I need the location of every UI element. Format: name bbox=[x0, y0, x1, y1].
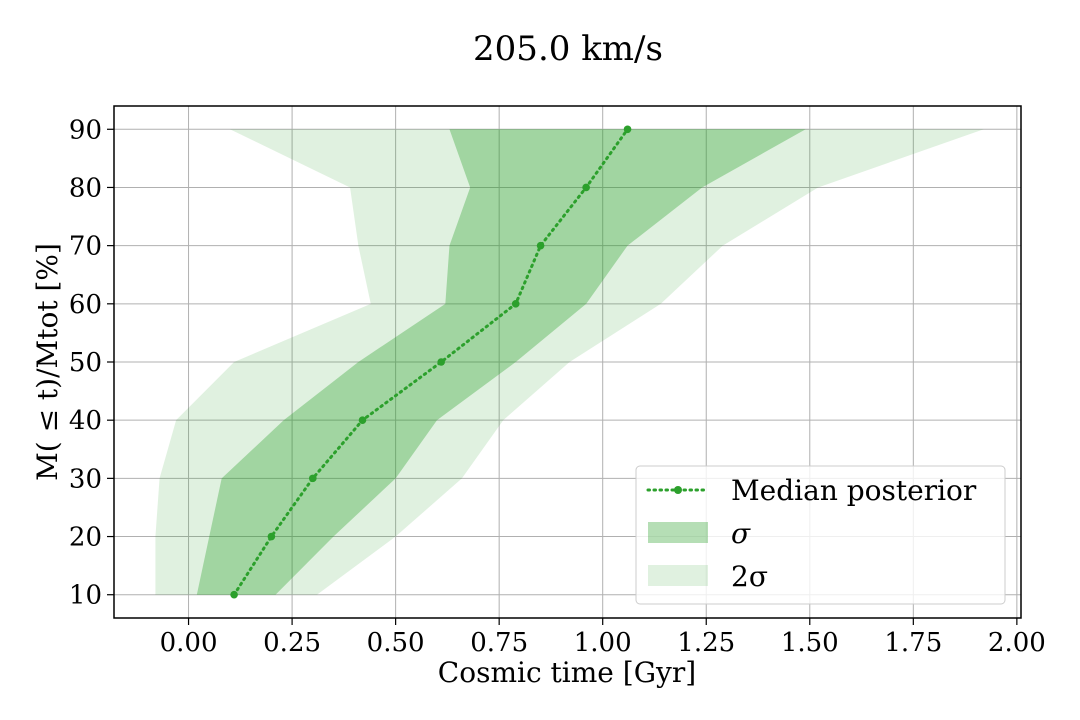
median-point-60 bbox=[511, 300, 520, 308]
y-tick-label-0: 10 bbox=[69, 581, 102, 611]
median-line bbox=[230, 125, 632, 599]
median-point-90 bbox=[623, 125, 632, 134]
median-point-40 bbox=[358, 416, 367, 424]
y-tick-label-3: 40 bbox=[69, 406, 102, 436]
x-tick-label-2: 0.50 bbox=[367, 628, 425, 658]
x-tick-label-5: 1.25 bbox=[677, 628, 735, 658]
legend-box bbox=[635, 465, 1006, 605]
band-2sigma bbox=[155, 129, 984, 595]
grid bbox=[114, 106, 1021, 618]
legend: Median posterior σ 2σ bbox=[635, 465, 1006, 605]
median-point-10 bbox=[230, 590, 238, 599]
x-tick-label-7: 1.75 bbox=[884, 628, 942, 658]
y-tick-label-1: 20 bbox=[69, 523, 102, 553]
y-axis-ticks: 10 20 30 40 50 60 70 80 90 bbox=[69, 115, 114, 611]
legend-label-median: Median posterior bbox=[731, 474, 977, 507]
y-tick-label-8: 90 bbox=[69, 115, 102, 145]
median-point-30 bbox=[308, 474, 317, 483]
legend-sigma-swatch bbox=[648, 522, 708, 543]
band-sigma bbox=[196, 129, 806, 595]
confidence-bands bbox=[155, 129, 984, 595]
median-point-50 bbox=[437, 358, 445, 366]
median-point-20 bbox=[267, 532, 276, 541]
x-tick-label-6: 1.50 bbox=[781, 628, 839, 658]
y-axis-label: M( ≤ t)/Mtot [%] bbox=[31, 243, 64, 481]
legend-median-marker-swatch bbox=[674, 486, 682, 494]
median-point-70 bbox=[536, 241, 545, 250]
legend-2sigma-swatch bbox=[648, 565, 708, 586]
x-tick-label-8: 2.00 bbox=[988, 628, 1046, 658]
x-tick-label-4: 1.00 bbox=[574, 628, 632, 658]
y-tick-label-4: 50 bbox=[69, 348, 102, 378]
y-tick-label-5: 60 bbox=[69, 290, 102, 320]
x-axis-ticks: 0.00 0.25 0.50 0.75 1.00 1.25 1.50 1.75 2.00 bbox=[160, 618, 1046, 658]
x-tick-label-1: 0.25 bbox=[263, 628, 321, 658]
y-tick-label-2: 30 bbox=[69, 464, 102, 494]
median-point-80 bbox=[582, 183, 590, 192]
x-tick-label-0: 0.00 bbox=[160, 628, 218, 658]
x-tick-label-3: 0.75 bbox=[470, 628, 528, 658]
y-tick-label-6: 70 bbox=[69, 232, 102, 262]
legend-label-2sigma: 2σ bbox=[731, 560, 768, 593]
chart-title: 205.0 km/s bbox=[473, 29, 663, 69]
y-tick-label-7: 80 bbox=[69, 173, 102, 203]
legend-label-sigma: σ bbox=[731, 517, 751, 550]
x-axis-label: Cosmic time [Gyr] bbox=[438, 656, 696, 689]
